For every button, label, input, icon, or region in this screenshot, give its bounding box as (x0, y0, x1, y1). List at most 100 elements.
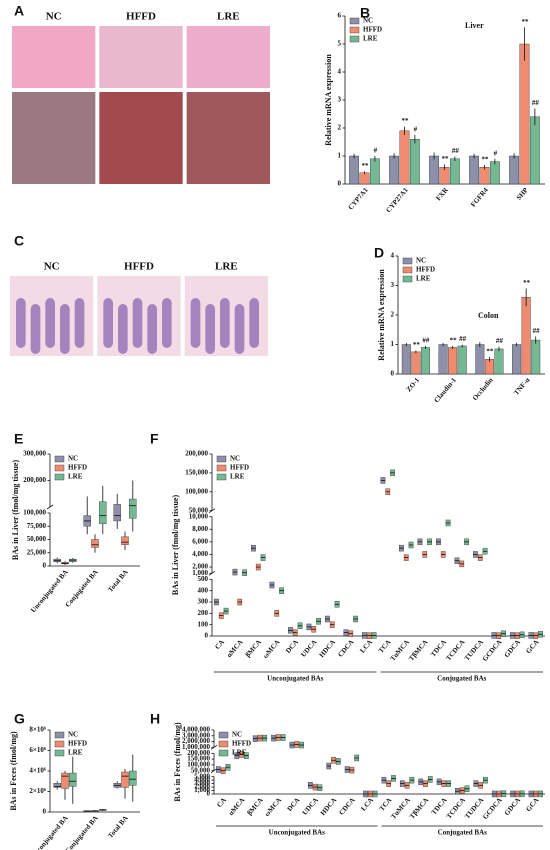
panel-label: D (374, 245, 384, 261)
y-tick-label: 3 (338, 96, 342, 104)
villus (220, 298, 230, 348)
x-tick-label: GCA (524, 638, 540, 655)
villus (205, 304, 215, 354)
legend-label: NC (416, 257, 426, 265)
chart-title: Liver (465, 21, 484, 30)
bar (450, 158, 460, 185)
bar (410, 138, 420, 185)
axis-break (46, 504, 54, 510)
x-tick-label: TCA (377, 638, 393, 654)
bar (494, 348, 504, 375)
y-axis-title: BAs in Feces (fmol/mg) (173, 722, 182, 802)
bar (475, 344, 485, 375)
significance-mark: ## (459, 335, 467, 343)
panel-label: E (14, 431, 23, 447)
group-label: Conjugated BAs (438, 829, 487, 837)
x-tick-label: Unconjugated BA (29, 568, 70, 614)
x-tick-label: HDCA (319, 796, 338, 817)
y-tick-label: 1 (391, 340, 395, 348)
y-tick-label: 0 (207, 790, 211, 798)
x-tick-label: βMCA (244, 638, 263, 659)
bar (509, 155, 519, 185)
x-tick-label: CA (213, 638, 226, 651)
x-tick-label: ZO-1 (405, 376, 422, 394)
villus (45, 298, 55, 348)
y-tick-label: 1,000 (192, 569, 208, 577)
legend-label: LRE (416, 275, 431, 283)
legend-label: LRE (68, 749, 83, 757)
bar (359, 172, 370, 185)
box (61, 772, 69, 789)
column-header: HFFD (126, 11, 156, 23)
villus (249, 298, 259, 348)
x-tick-label: Conjugated BA (64, 568, 100, 609)
y-tick-label: 6,000 (192, 537, 208, 545)
x-tick-label: SHP (515, 186, 530, 202)
significance-mark: ## (532, 99, 540, 107)
significance-mark: ## (496, 337, 504, 345)
x-tick-label: Total BA (106, 814, 129, 840)
y-tick-label: 4,000 (192, 550, 208, 558)
legend-label: LRE (68, 473, 83, 481)
villus (103, 298, 113, 348)
legend-label: NC (363, 17, 373, 25)
bar (479, 166, 490, 185)
group-label: Unconjugated BAs (269, 829, 325, 837)
y-tick-label: 75,000 (27, 522, 47, 530)
significance-mark: ** (442, 155, 450, 163)
y-tick-label: 100,000 (23, 509, 46, 517)
y-tick-label: 4,000,000 (182, 726, 211, 734)
x-tick-label: FGFR4 (469, 186, 490, 209)
significance-mark: ## (533, 327, 541, 335)
significance-mark: ## (452, 147, 460, 155)
bar (531, 339, 541, 375)
bar (521, 297, 531, 375)
legend-label: LRE (230, 473, 245, 481)
bar (389, 155, 399, 185)
bar (490, 161, 500, 185)
legend-label: HFFD (232, 740, 251, 748)
y-axis-title: BAs in Liver (fmol/mg tissue) (11, 460, 20, 561)
chart-title: Colon (478, 311, 499, 320)
column-header: LRE (215, 261, 238, 273)
y-tick-label: 200 (198, 609, 209, 617)
bar (438, 344, 448, 375)
x-tick-label: CYP7A1 (347, 186, 370, 212)
villus (30, 304, 41, 354)
bar (370, 158, 380, 185)
x-tick-label: αMCA (225, 638, 244, 659)
histology-image (186, 26, 270, 88)
y-tick-label: 1,000 (194, 786, 210, 794)
y-tick-label: 0 (391, 370, 395, 378)
x-tick-label: LCA (358, 638, 374, 654)
column-header: LRE (217, 11, 240, 23)
bar (420, 347, 430, 375)
villus (118, 304, 128, 354)
panel-label: C (14, 233, 24, 249)
x-tick-label: CYP27A1 (384, 186, 410, 214)
box (129, 498, 137, 519)
histology-image (12, 26, 96, 88)
panel-label: H (150, 711, 160, 727)
bar (448, 347, 458, 375)
x-tick-label: UDCA (299, 638, 318, 659)
x-tick-label: GDCA (503, 796, 522, 817)
panel-label: B (360, 5, 370, 21)
y-tick-label: 6 (338, 12, 342, 20)
box (121, 536, 129, 545)
x-tick-label: CDCA (336, 638, 355, 659)
legend-swatch (216, 464, 227, 472)
bar (519, 43, 530, 185)
y-axis-title: BAs in Liver (fmol/mg tissue) (171, 495, 180, 596)
x-tick-label: CDCA (338, 796, 357, 817)
villus (132, 298, 143, 348)
y-tick-label: 1 (338, 152, 342, 160)
y-tick-label: 0 (205, 632, 209, 640)
legend-swatch (218, 731, 229, 739)
y-tick-label: 0 (43, 562, 47, 570)
y-tick-label: 2×10⁶ (29, 787, 46, 795)
legend-label: NC (230, 455, 240, 463)
villus (234, 304, 245, 354)
